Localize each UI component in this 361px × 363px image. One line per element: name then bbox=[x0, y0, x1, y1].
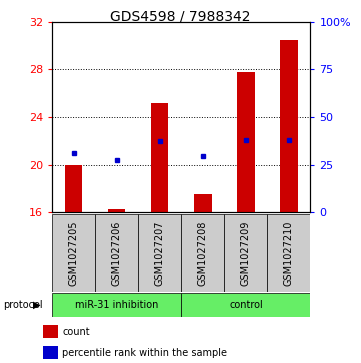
Bar bbox=[95, 214, 138, 292]
Text: GSM1027208: GSM1027208 bbox=[198, 220, 208, 286]
Bar bbox=[138, 214, 181, 292]
Bar bbox=[194, 195, 212, 212]
Text: control: control bbox=[229, 300, 263, 310]
Bar bbox=[237, 72, 255, 212]
Bar bbox=[268, 214, 310, 292]
Text: GSM1027205: GSM1027205 bbox=[69, 220, 79, 286]
Text: protocol: protocol bbox=[4, 300, 43, 310]
Text: GSM1027207: GSM1027207 bbox=[155, 220, 165, 286]
Bar bbox=[182, 214, 225, 292]
Text: miR-31 inhibition: miR-31 inhibition bbox=[75, 300, 158, 310]
Bar bbox=[225, 214, 268, 292]
Bar bbox=[43, 325, 58, 338]
Bar bbox=[151, 103, 169, 212]
Text: GSM1027210: GSM1027210 bbox=[284, 220, 294, 286]
Text: GDS4598 / 7988342: GDS4598 / 7988342 bbox=[110, 9, 251, 23]
Bar bbox=[108, 209, 126, 212]
Text: ▶: ▶ bbox=[32, 300, 40, 310]
Bar bbox=[52, 293, 182, 317]
Text: GSM1027206: GSM1027206 bbox=[112, 220, 122, 286]
Text: count: count bbox=[62, 327, 90, 337]
Bar bbox=[182, 293, 310, 317]
Bar bbox=[280, 40, 297, 212]
Text: GSM1027209: GSM1027209 bbox=[241, 220, 251, 286]
Bar bbox=[52, 214, 95, 292]
Bar bbox=[65, 165, 82, 212]
Bar bbox=[43, 346, 58, 359]
Text: percentile rank within the sample: percentile rank within the sample bbox=[62, 348, 227, 358]
